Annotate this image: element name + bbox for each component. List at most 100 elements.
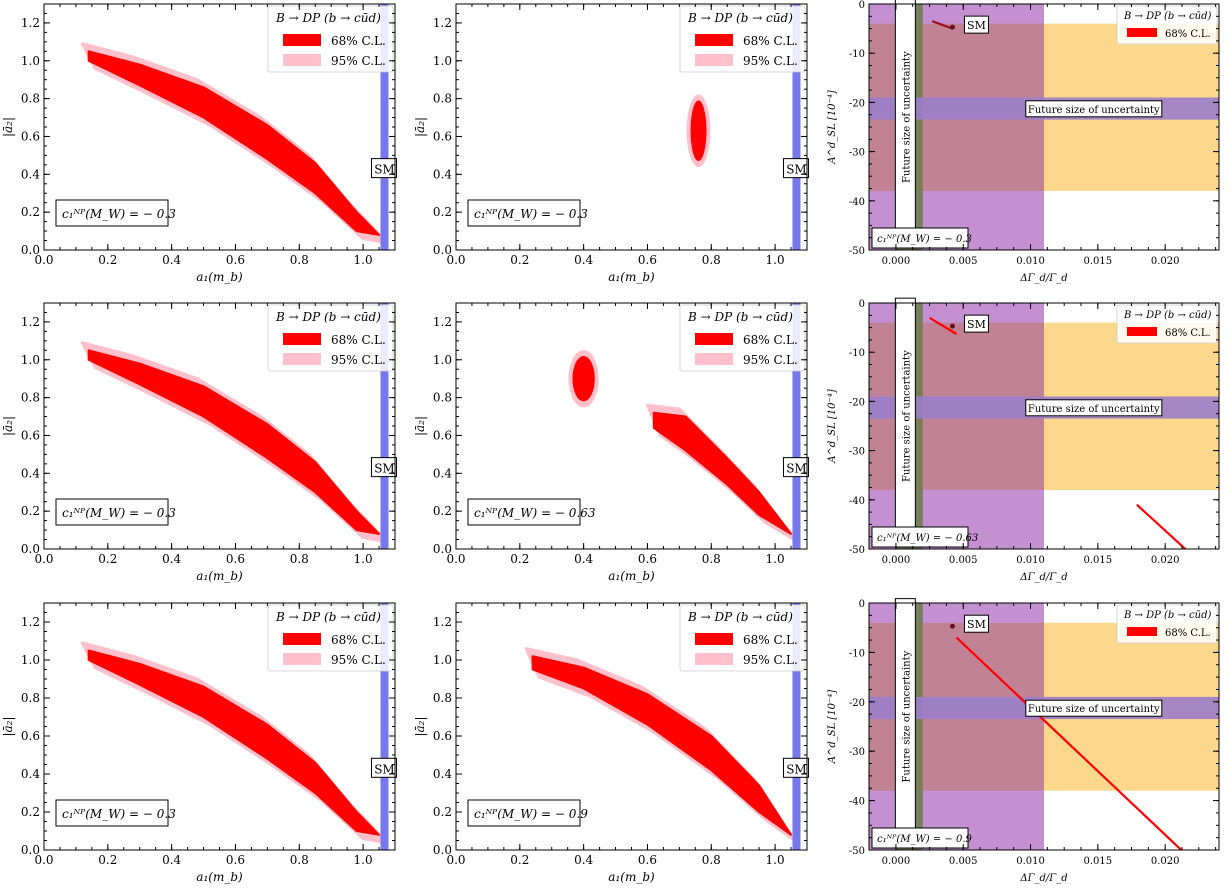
x-tick-label: 0.020 xyxy=(1151,555,1180,566)
y-tick-label: 1.0 xyxy=(21,353,40,367)
legend-title: B → DP (b → cūd) xyxy=(687,310,793,324)
legend-title: B → DP (b → cūd) xyxy=(687,610,793,624)
x-axis-label: a₁(m_b) xyxy=(196,569,243,583)
x-tick-label: 1.0 xyxy=(766,552,785,566)
panel-0-2: SM Future size of uncertainty Future size … xyxy=(827,0,1220,284)
y-tick-label: -10 xyxy=(849,49,865,60)
sm-label: SM xyxy=(786,762,807,776)
sm-label-box xyxy=(370,757,397,778)
y-tick-label: -50 xyxy=(849,846,865,857)
x-axis-label: ΔΓ_d/Γ_d xyxy=(1019,273,1067,284)
y-tick-label: 0.2 xyxy=(433,205,452,219)
np-label-box xyxy=(467,498,581,526)
x-axis-label: ΔΓ_d/Γ_d xyxy=(1019,572,1067,583)
plot-area xyxy=(568,303,801,549)
x-tick-label: 0.000 xyxy=(882,555,911,566)
panel-0-0: SM B → DP (b → cūd) 68% C.L. 95% C.L. c₁ᴺᴾ(M… xyxy=(1,3,397,284)
plot-area xyxy=(524,603,801,850)
x-tick-label: 0.0 xyxy=(446,853,465,867)
y-tick-label: 1.2 xyxy=(433,16,452,30)
x-tick-label: 0.015 xyxy=(1084,555,1113,566)
y-tick-label: 0.0 xyxy=(433,542,452,556)
future-label-h-box xyxy=(1025,100,1163,118)
x-tick-label: 0.010 xyxy=(1016,256,1045,267)
sm-label-box xyxy=(963,614,989,633)
np-label: c₁ᴺᴾ(M_W) = − 0.3 xyxy=(474,207,588,221)
region-68cl xyxy=(87,649,381,836)
y-tick-label: 0.6 xyxy=(21,428,40,442)
legend-entry-68: 68% C.L. xyxy=(743,633,798,647)
x-axis-label: a₁(m_b) xyxy=(608,270,655,284)
legend-title: B → DP (b → cūd) xyxy=(687,11,793,25)
x-tick-label: 0.6 xyxy=(638,853,657,867)
legend-entry-68: 68% C.L. xyxy=(1165,328,1211,339)
legend-entry-95: 95% C.L. xyxy=(331,353,386,367)
x-tick-label: 0.4 xyxy=(162,253,181,267)
x-axis-label: a₁(m_b) xyxy=(196,870,243,884)
legend-swatch-68 xyxy=(283,633,321,645)
panel-2-2: SM Future size of uncertainty Future size … xyxy=(827,598,1220,884)
y-tick-label: -40 xyxy=(849,797,865,808)
x-tick-label: 1.0 xyxy=(766,853,785,867)
data-segment xyxy=(929,316,958,335)
future-label-vertical: Future size of uncertainty xyxy=(901,650,912,782)
sm-point xyxy=(949,623,955,629)
y-tick-label: 0.4 xyxy=(433,767,452,781)
y-axis-label: |ā₂| xyxy=(413,117,427,137)
sm-band xyxy=(380,603,389,850)
y-tick-label: -50 xyxy=(849,545,865,556)
x-tick-label: 0.8 xyxy=(702,853,721,867)
y-tick-label: 0.2 xyxy=(21,205,40,219)
legend-swatch-95 xyxy=(283,353,321,365)
np-label: c₁ᴺᴾ(M_W) = − 0.3 xyxy=(877,234,972,245)
y-tick-label: 1.0 xyxy=(433,653,452,667)
x-axis-label: a₁(m_b) xyxy=(608,569,655,583)
future-label-vertical: Future size of uncertainty xyxy=(901,51,912,183)
x-tick-label: 0.2 xyxy=(510,253,529,267)
panel-1-1: SM B → DP (b → cūd) 68% C.L. 95% C.L. c₁ᴺᴾ(M… xyxy=(413,302,809,583)
x-tick-label: 0.0 xyxy=(34,552,53,566)
legend-swatch-68 xyxy=(283,333,321,345)
x-axis-label: a₁(m_b) xyxy=(608,870,655,884)
future-label-horizontal: Future size of uncertainty xyxy=(1028,404,1160,415)
legend-entry-95: 95% C.L. xyxy=(743,353,798,367)
region-68cl xyxy=(690,100,707,162)
np-label-box xyxy=(55,199,169,227)
x-tick-label: 1.0 xyxy=(354,853,373,867)
x-tick-label: 0.0 xyxy=(34,853,53,867)
legend-swatch-95 xyxy=(695,54,733,66)
y-tick-label: 1.0 xyxy=(21,653,40,667)
x-tick-label: 0.4 xyxy=(574,253,593,267)
future-label-vertical: Future size of uncertainty xyxy=(901,350,912,482)
y-tick-label: 0.4 xyxy=(21,167,40,181)
y-tick-label: -10 xyxy=(849,648,865,659)
x-tick-label: 0.015 xyxy=(1084,856,1113,867)
y-tick-label: 0 xyxy=(859,299,865,310)
y-axis-label: A^d_SL [10⁻⁴] xyxy=(827,389,838,464)
y-tick-label: 0 xyxy=(859,599,865,610)
sm-label-box xyxy=(370,158,397,179)
np-label: c₁ᴺᴾ(M_W) = − 0.9 xyxy=(877,834,973,845)
data-segment xyxy=(955,636,1183,850)
legend-entry-95: 95% C.L. xyxy=(331,653,386,667)
x-tick-label: 0.6 xyxy=(226,253,245,267)
y-axis-label: |ā₂| xyxy=(1,716,15,736)
y-axis-label: |ā₂| xyxy=(413,716,427,736)
y-tick-label: -30 xyxy=(849,148,865,159)
y-tick-label: 0.8 xyxy=(433,391,452,405)
y-axis-label: A^d_SL [10⁻⁴] xyxy=(827,90,838,165)
y-tick-label: 1.2 xyxy=(433,315,452,329)
sm-label-box xyxy=(782,457,809,478)
plot-area xyxy=(80,603,389,850)
y-tick-label: 0.6 xyxy=(21,129,40,143)
data-segment xyxy=(1136,503,1187,549)
y-tick-label: 0.6 xyxy=(433,729,452,743)
y-tick-label: 0.2 xyxy=(21,805,40,819)
x-tick-label: 0.4 xyxy=(574,552,593,566)
legend-title: B → DP (b → cūd) xyxy=(1123,11,1211,22)
sm-label: SM xyxy=(374,462,395,476)
y-tick-label: 0 xyxy=(859,0,865,11)
y-tick-label: -20 xyxy=(849,698,865,709)
x-tick-label: 0.010 xyxy=(1016,856,1045,867)
x-tick-label: 0.015 xyxy=(1084,256,1113,267)
